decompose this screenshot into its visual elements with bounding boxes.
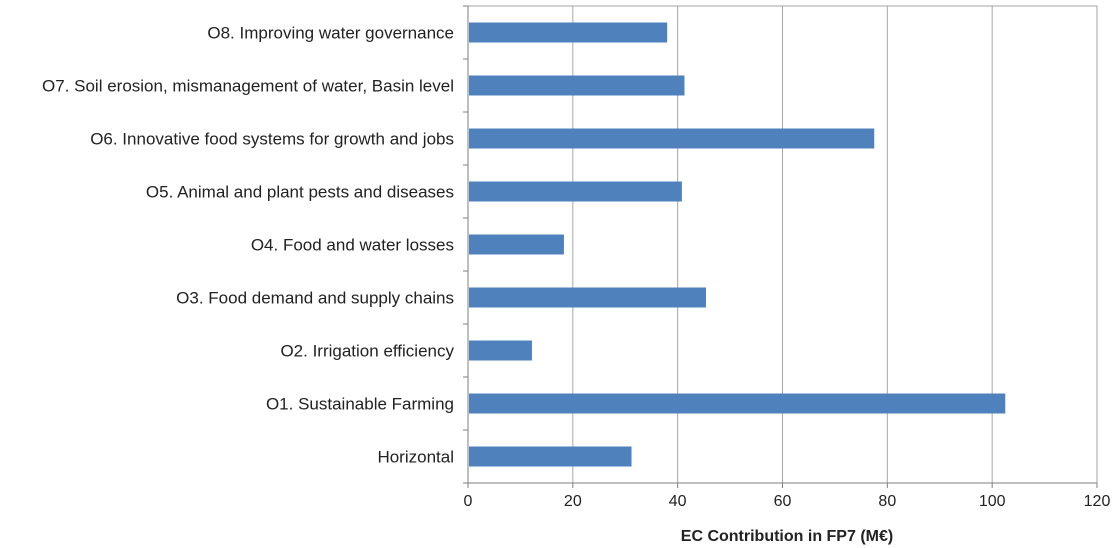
- x-tick-label: 40: [669, 493, 687, 510]
- bar: [469, 75, 685, 96]
- category-label: O2. Irrigation efficiency: [280, 342, 454, 361]
- bar: [469, 234, 564, 255]
- bar: [469, 128, 875, 149]
- category-label: O8. Improving water governance: [207, 24, 454, 43]
- bar: [469, 446, 632, 467]
- x-tick-labels: 0 20 40 60 80 100 120: [464, 493, 1111, 510]
- category-label: O3. Food demand and supply chains: [176, 289, 454, 308]
- x-tick-label: 60: [774, 493, 792, 510]
- category-label: O7. Soil erosion, mismanagement of water…: [42, 77, 454, 96]
- bar: [469, 181, 682, 202]
- category-label: Horizontal: [377, 448, 454, 467]
- bar: [469, 22, 668, 43]
- category-label: O4. Food and water losses: [251, 236, 454, 255]
- x-tick-label: 0: [464, 493, 473, 510]
- bar: [469, 287, 706, 308]
- x-axis-title: EC Contribution in FP7 (M€): [681, 528, 893, 545]
- bar: [469, 340, 532, 361]
- category-label: O1. Sustainable Farming: [266, 395, 454, 414]
- axes: [463, 5, 1098, 488]
- category-label: O6. Innovative food systems for growth a…: [90, 130, 454, 149]
- category-labels: O8. Improving water governance O7. Soil e…: [42, 24, 454, 467]
- bar: [469, 393, 1006, 414]
- x-tick-label: 80: [878, 493, 896, 510]
- category-label: O5. Animal and plant pests and diseases: [146, 183, 454, 202]
- x-tick-label: 120: [1084, 493, 1111, 510]
- x-tick-label: 100: [979, 493, 1006, 510]
- bars: [469, 22, 1006, 467]
- x-tick-label: 20: [564, 493, 582, 510]
